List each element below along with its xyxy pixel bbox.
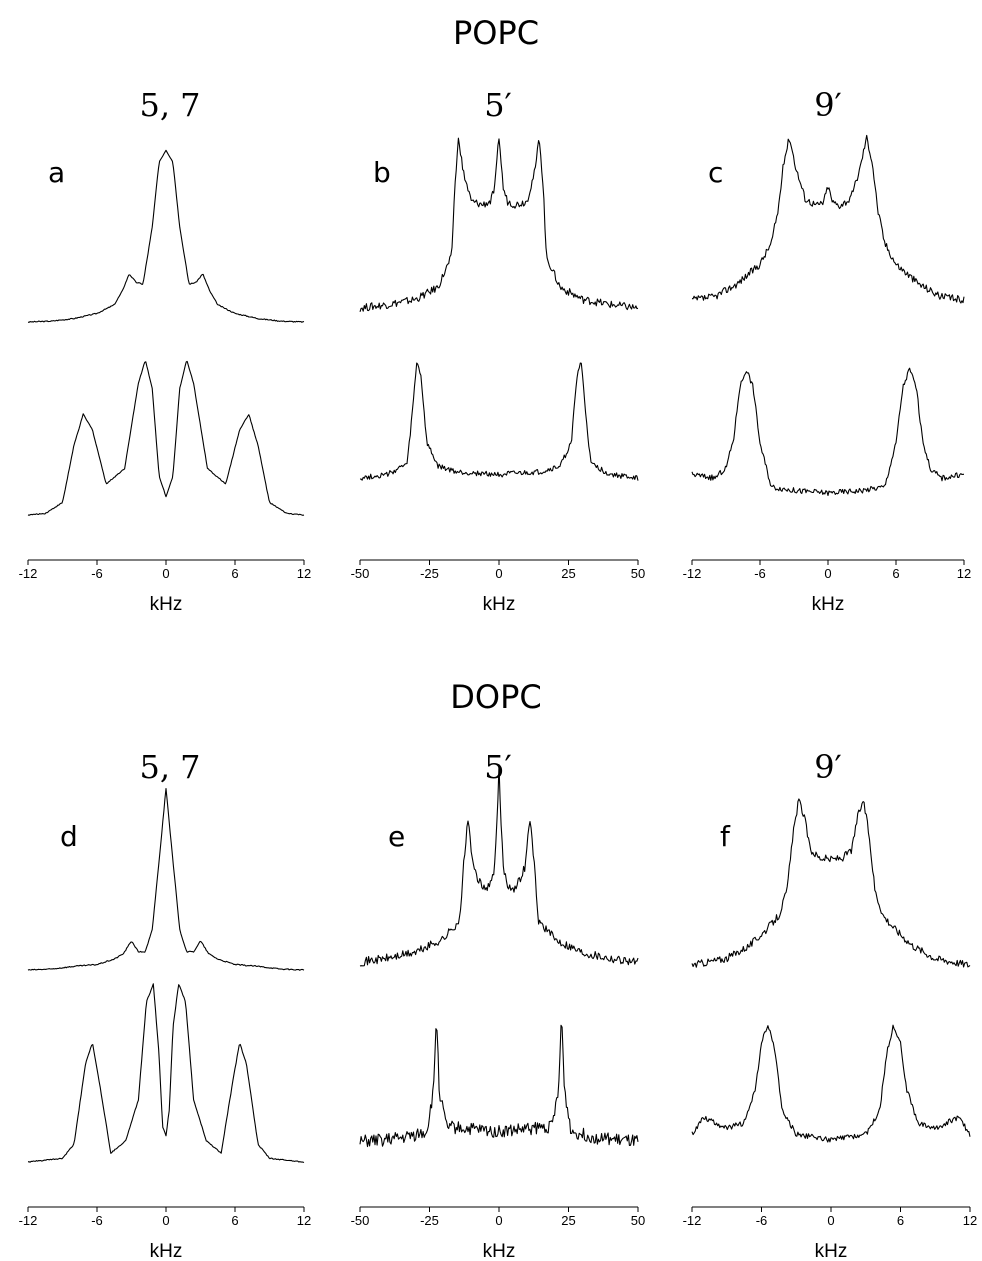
x-tick-label: 12 bbox=[297, 566, 311, 581]
x-tick-label: -25 bbox=[420, 566, 439, 581]
column-title-popc-5prime: 5′ bbox=[484, 86, 512, 124]
x-tick-label: 0 bbox=[824, 566, 831, 581]
x-tick-label: 0 bbox=[495, 566, 502, 581]
column-title-dopc-5-7: 5, 7 bbox=[139, 748, 200, 786]
column-title-dopc-9prime: 9′ bbox=[814, 748, 842, 786]
x-tick-label: 0 bbox=[827, 1213, 834, 1228]
spectrum-trace-upper bbox=[691, 798, 971, 968]
panel-a-spectra: -12 -6 0 6 12 kHz bbox=[19, 149, 311, 615]
spectrum-trace-lower bbox=[691, 1024, 971, 1143]
x-tick-label: 25 bbox=[561, 1213, 575, 1228]
x-axis-title: kHz bbox=[483, 1241, 516, 1261]
group-title-dopc: DOPC bbox=[450, 678, 541, 716]
spectrum-trace-upper bbox=[691, 134, 965, 304]
x-tick-label: 12 bbox=[963, 1213, 977, 1228]
x-tick-label: -6 bbox=[756, 1213, 768, 1228]
x-tick-label: -25 bbox=[420, 1213, 439, 1228]
spectrum-trace-upper bbox=[359, 764, 639, 967]
x-tick-label: 6 bbox=[231, 566, 238, 581]
x-tick-label: -12 bbox=[19, 566, 38, 581]
x-axis-title: kHz bbox=[812, 594, 845, 615]
spectrum-trace-upper bbox=[27, 149, 305, 323]
spectrum-trace-lower bbox=[27, 983, 305, 1164]
x-axis-title: kHz bbox=[150, 1241, 183, 1261]
x-axis-title: kHz bbox=[483, 594, 516, 615]
x-tick-label: -50 bbox=[351, 1213, 370, 1228]
panel-letter-d: d bbox=[60, 820, 78, 853]
x-tick-label: 25 bbox=[561, 566, 575, 581]
x-tick-label: 12 bbox=[957, 566, 971, 581]
column-title-popc-9prime: 9′ bbox=[814, 86, 842, 124]
x-tick-label: -50 bbox=[351, 566, 370, 581]
spectrum-trace-upper bbox=[27, 787, 305, 971]
x-tick-label: 6 bbox=[231, 1213, 238, 1228]
spectrum-trace-lower bbox=[359, 1024, 639, 1148]
spectrum-trace-lower bbox=[691, 367, 964, 497]
spectrum-trace-lower bbox=[27, 360, 305, 516]
panel-e-spectra: -50 -25 0 25 50 kHz bbox=[351, 764, 645, 1261]
panel-letter-a: a bbox=[48, 156, 65, 189]
x-tick-label: 50 bbox=[631, 566, 645, 581]
x-tick-label: 0 bbox=[162, 1213, 169, 1228]
x-tick-label: -12 bbox=[683, 566, 702, 581]
x-tick-label: -6 bbox=[754, 566, 766, 581]
group-title-popc: POPC bbox=[453, 14, 539, 52]
column-title-popc-5-7: 5, 7 bbox=[139, 86, 200, 124]
x-tick-label: -12 bbox=[19, 1213, 38, 1228]
panel-f-spectra: -12 -6 0 6 12 kHz bbox=[683, 798, 977, 1261]
x-tick-label: 12 bbox=[297, 1213, 311, 1228]
x-axis-title: kHz bbox=[815, 1241, 848, 1261]
panel-letter-b: b bbox=[373, 156, 391, 189]
x-tick-label: -12 bbox=[683, 1213, 702, 1228]
panel-b-spectra: -50 -25 0 25 50 kHz bbox=[351, 137, 645, 615]
spectrum-trace-lower bbox=[359, 362, 639, 481]
panel-c-spectra: -12 -6 0 6 12 kHz bbox=[683, 134, 971, 615]
x-tick-label: 6 bbox=[897, 1213, 904, 1228]
x-tick-label: -6 bbox=[91, 566, 103, 581]
panel-letter-c: c bbox=[708, 156, 723, 189]
x-tick-label: 6 bbox=[892, 566, 899, 581]
x-axis-title: kHz bbox=[150, 594, 183, 615]
panel-letter-f: f bbox=[720, 820, 731, 853]
x-tick-label: -6 bbox=[91, 1213, 103, 1228]
spectrum-trace-upper bbox=[359, 137, 639, 312]
panel-d-spectra: -12 -6 0 6 12 kHz bbox=[19, 787, 311, 1261]
x-tick-label: 0 bbox=[162, 566, 169, 581]
x-tick-label: 50 bbox=[631, 1213, 645, 1228]
x-tick-label: 0 bbox=[495, 1213, 502, 1228]
panel-letter-e: e bbox=[388, 820, 405, 853]
